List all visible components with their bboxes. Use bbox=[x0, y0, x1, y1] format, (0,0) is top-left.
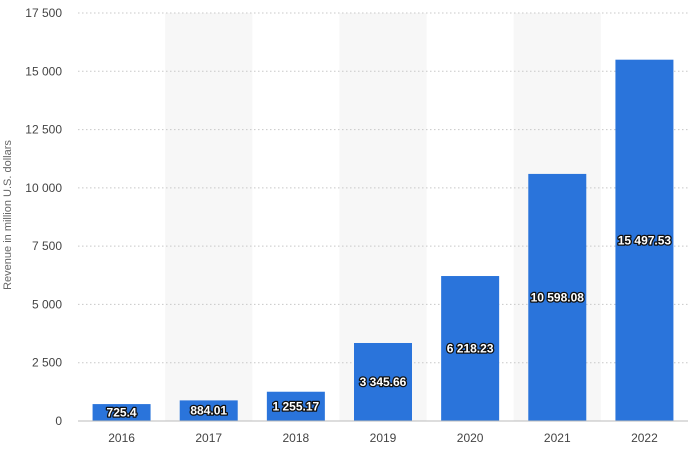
bar-2016[interactable] bbox=[92, 404, 151, 421]
x-tick-label: 2019 bbox=[370, 431, 397, 445]
data-label-2022: 15 497.53 bbox=[618, 233, 672, 247]
x-tick-label: 2018 bbox=[283, 431, 310, 445]
y-tick-label: 2 500 bbox=[32, 356, 62, 370]
x-tick-label: 2017 bbox=[195, 431, 222, 445]
data-label-2018: 1 255.17 bbox=[272, 399, 319, 413]
bar-2018[interactable] bbox=[266, 391, 325, 421]
data-labels: 725.4 884.01 1 255.17 3 345.66 6 218.23 10 59… bbox=[105, 232, 672, 421]
alternating-bands bbox=[165, 13, 601, 421]
data-label-2017: 884.01 bbox=[190, 404, 227, 418]
x-tick-label: 2021 bbox=[544, 431, 571, 445]
band-2017 bbox=[165, 13, 253, 421]
bar-2020[interactable] bbox=[441, 276, 500, 421]
y-tick-label: 10 000 bbox=[25, 181, 62, 195]
bars bbox=[92, 59, 674, 421]
y-tick-label: 15 000 bbox=[25, 64, 62, 78]
x-tick-label: 2016 bbox=[108, 431, 135, 445]
data-label-2021: 10 598.08 bbox=[531, 290, 585, 304]
y-tick-label: 5 000 bbox=[32, 297, 62, 311]
data-label-2016: 725.4 bbox=[107, 406, 137, 420]
x-tick-label: 2020 bbox=[457, 431, 484, 445]
y-tick-label: 17 500 bbox=[25, 6, 62, 20]
y-tick-label: 7 500 bbox=[32, 239, 62, 253]
data-label-2019: 3 345.66 bbox=[360, 375, 407, 389]
y-axis-title: Revenue in million U.S. dollars bbox=[2, 140, 14, 290]
y-tick-label: 0 bbox=[55, 414, 62, 428]
bar-2017[interactable] bbox=[179, 400, 238, 421]
x-tick-label: 2022 bbox=[631, 431, 658, 445]
y-tick-label: 12 500 bbox=[25, 123, 62, 137]
bar-2019[interactable] bbox=[354, 342, 412, 421]
y-axis-ticks: 0 2 500 5 000 7 500 10 000 12 500 15 000 17 500 bbox=[25, 6, 62, 428]
data-label-2020: 6 218.23 bbox=[447, 342, 494, 356]
bar-2022[interactable] bbox=[615, 59, 674, 421]
x-axis-ticks: 2016 2017 2018 2019 2020 2021 2022 bbox=[108, 431, 658, 445]
gridlines bbox=[78, 12, 688, 364]
bar-2021[interactable] bbox=[528, 173, 587, 421]
